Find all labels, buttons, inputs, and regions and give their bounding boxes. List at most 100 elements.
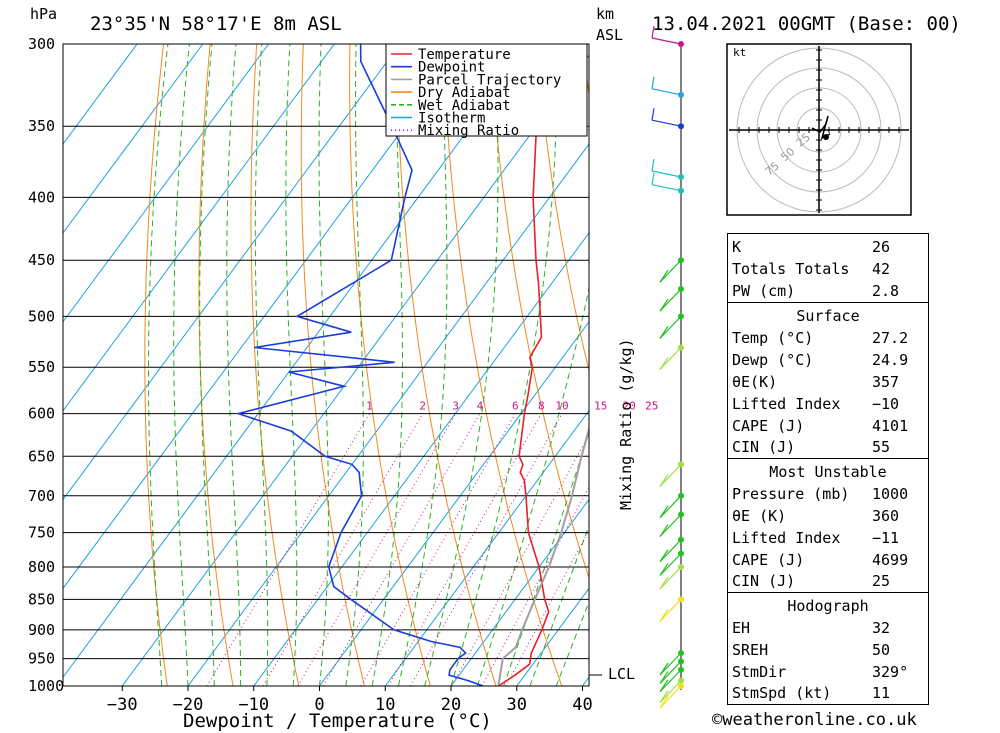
isotherm-line bbox=[63, 44, 401, 501]
legend-label: Mixing Ratio bbox=[418, 123, 519, 139]
index-row-pw: PW (cm) 2.8 bbox=[732, 282, 900, 300]
x-tick-label: 40 bbox=[572, 695, 592, 715]
x-axis-title: Dewpoint / Temperature (°C) bbox=[183, 710, 492, 732]
wind-barb-feather bbox=[651, 25, 655, 39]
unstable-row: Pressure (mb) 1000 bbox=[732, 485, 909, 503]
wind-barb-feather bbox=[659, 474, 669, 487]
pressure-gridlines bbox=[63, 43, 589, 687]
pressure-tick-label: 400 bbox=[28, 188, 55, 206]
unstable-row: CAPE (J) 4699 bbox=[732, 551, 909, 569]
wind-barb-shaft bbox=[659, 680, 682, 704]
mixing-ratio-line bbox=[451, 433, 589, 686]
hodograph-stats-panel: Hodograph EH 32 SREH 50 StmDir 329° StmSpd … bbox=[727, 592, 929, 705]
pressure-unit-label: hPa bbox=[30, 5, 57, 23]
pressure-tick-label: 950 bbox=[28, 650, 55, 668]
isotherm-line bbox=[63, 44, 138, 145]
hodo-row: StmSpd (kt) 11 bbox=[732, 684, 891, 702]
wind-barb-shaft bbox=[659, 685, 682, 709]
wind-barb-feather bbox=[659, 609, 669, 622]
wind-barb-shaft bbox=[659, 347, 682, 370]
wind-barb-shaft bbox=[651, 170, 682, 178]
wet-adiabat-line bbox=[148, 44, 169, 686]
pressure-tick-label: 850 bbox=[28, 590, 55, 608]
wind-barb-shaft bbox=[659, 553, 682, 576]
x-tick-label: 0 bbox=[314, 695, 324, 715]
wind-barb-feather bbox=[659, 326, 669, 339]
legend-label: Dry Adiabat bbox=[418, 85, 511, 101]
wind-barb-feather bbox=[659, 690, 669, 703]
pressure-tick-label: 750 bbox=[28, 524, 55, 542]
mixing-ratio-label: 3 bbox=[452, 400, 459, 413]
wet-adiabat-line bbox=[173, 44, 190, 686]
wind-barb-shaft bbox=[651, 184, 682, 192]
isotherm-line bbox=[450, 498, 589, 686]
hodo-row: StmDir 329° bbox=[732, 663, 909, 681]
wind-barb-shaft bbox=[659, 259, 682, 283]
wind-barb-feather bbox=[659, 524, 669, 537]
wind-barb-shaft bbox=[659, 661, 682, 684]
lcl-label: LCL bbox=[608, 665, 635, 683]
x-tick-label: 10 bbox=[375, 695, 395, 715]
mixing-ratio-label: 10 bbox=[555, 400, 568, 413]
wet-adiabat-line bbox=[555, 600, 589, 686]
dry-adiabat-line bbox=[535, 44, 589, 373]
surface-row: Dewp (°C) 24.9 bbox=[732, 351, 909, 369]
pressure-tick-label: 900 bbox=[28, 621, 55, 639]
wind-barb-feather bbox=[659, 679, 669, 693]
wet-adiabat-line bbox=[450, 44, 558, 686]
wet-adiabat-line bbox=[285, 44, 298, 686]
location-label: 23°35'N 58°17'E 8m ASL bbox=[90, 13, 342, 35]
isotherm-line bbox=[63, 44, 269, 323]
indices-panel: K 26 Totals Totals 42 PW (cm) 2.8 bbox=[727, 233, 929, 303]
legend-label: Temperature bbox=[418, 47, 511, 63]
x-tick-label: −20 bbox=[173, 695, 204, 715]
mixing-ratio-line bbox=[262, 413, 424, 686]
wind-barb-shaft bbox=[659, 652, 682, 676]
hodo-row: SREH 50 bbox=[732, 641, 891, 659]
surface-row: θE(K) 357 bbox=[732, 373, 900, 391]
wind-barb-feather bbox=[651, 108, 655, 121]
temperature-line bbox=[497, 44, 550, 686]
isotherm-line bbox=[63, 44, 467, 590]
wind-barb-feather bbox=[659, 671, 669, 684]
mixing-ratio-lines bbox=[206, 413, 589, 686]
x-tick-label: 30 bbox=[507, 695, 527, 715]
index-row-k: K 26 bbox=[732, 238, 891, 256]
wind-barb-shaft bbox=[659, 288, 682, 312]
weatheronline-credit[interactable]: ©weatheronline.co.uk bbox=[712, 710, 917, 730]
wind-barb-shaft bbox=[659, 495, 682, 519]
mixing-ratio-label: 4 bbox=[477, 400, 484, 413]
pressure-tick-label: 300 bbox=[28, 35, 55, 53]
hodo-row: EH 32 bbox=[732, 619, 891, 637]
wind-barb-shaft bbox=[659, 464, 682, 487]
isotherm-line bbox=[319, 320, 589, 686]
wet-adiabat-line bbox=[254, 44, 269, 686]
mixing-ratio-line bbox=[388, 413, 542, 686]
surface-row: Lifted Index −10 bbox=[732, 395, 900, 413]
x-tick-label: −30 bbox=[107, 695, 138, 715]
storm-motion-marker bbox=[823, 134, 829, 140]
wind-barb-shaft bbox=[659, 598, 682, 622]
surface-title: Surface bbox=[796, 307, 860, 325]
wind-barb-shaft bbox=[659, 315, 682, 339]
wind-barb-feather bbox=[651, 76, 655, 89]
wet-adiabat-line bbox=[424, 44, 499, 686]
wind-barb-feather bbox=[659, 662, 669, 676]
wind-barb-profile bbox=[651, 25, 684, 709]
wet-adiabat-line bbox=[199, 44, 215, 686]
legend-label: Dewpoint bbox=[418, 60, 485, 76]
pressure-tick-labels: 300 350 400 450 500 550 600 650 700 750 800 850 900 9… bbox=[28, 35, 64, 695]
most-unstable-title: Most Unstable bbox=[769, 463, 887, 481]
mixing-ratio-label: 8 bbox=[538, 400, 545, 413]
x-tick-label: −10 bbox=[238, 695, 269, 715]
wind-barb-feather bbox=[659, 576, 669, 590]
wet-adiabat-line bbox=[318, 44, 329, 686]
legend-label: Isotherm bbox=[418, 111, 485, 127]
pressure-tick-label: 500 bbox=[28, 307, 55, 325]
isotherm-line bbox=[384, 409, 589, 686]
wind-barb-shaft bbox=[651, 88, 682, 96]
pressure-tick-label: 1000 bbox=[28, 677, 64, 695]
legend-label: Parcel Trajectory bbox=[418, 72, 561, 88]
